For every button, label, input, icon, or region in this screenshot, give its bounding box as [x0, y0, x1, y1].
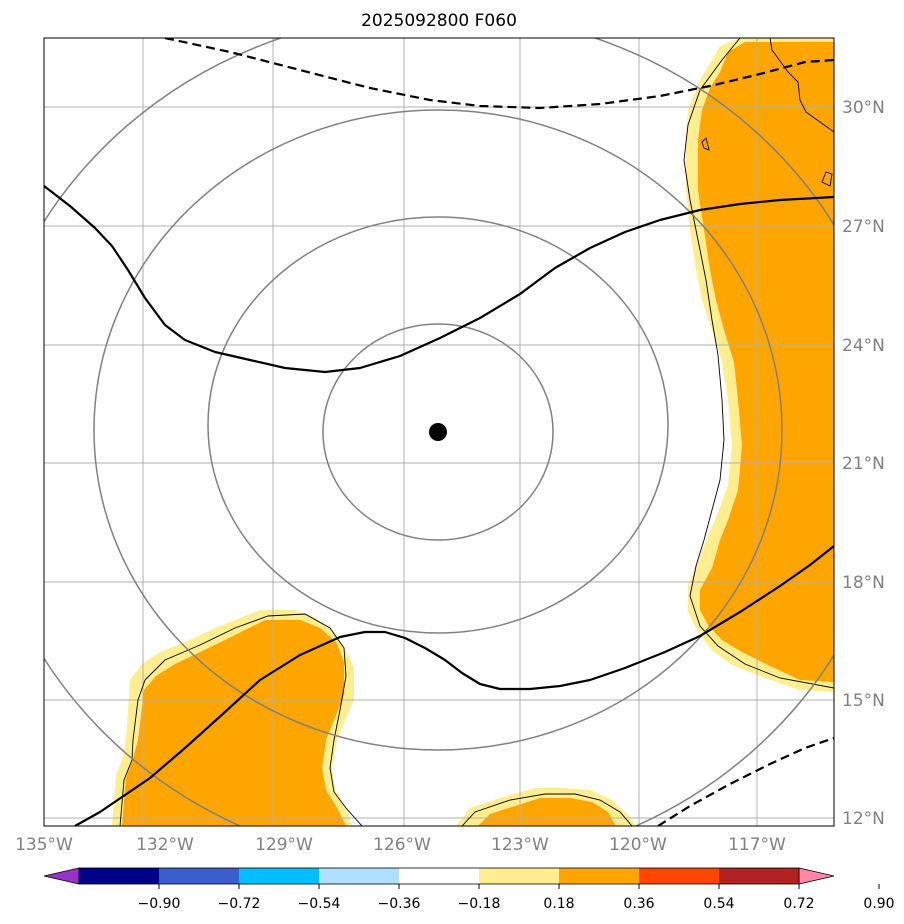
colorbar-tick-label: 0.36: [623, 896, 654, 912]
lat-label: 15°N: [842, 691, 885, 711]
range-ring-2: [207, 216, 669, 634]
lon-label: 129°W: [255, 835, 313, 855]
colorbar-tick-label: 0.72: [783, 896, 814, 912]
colorbar-tick-label: 0.18: [543, 896, 574, 912]
lon-label: 132°W: [136, 835, 194, 855]
anomaly-fill-strong: [122, 42, 834, 826]
colorbar-segment: [479, 868, 560, 884]
colorbar-segment: [319, 868, 400, 884]
lon-label: 135°W: [15, 835, 73, 855]
colorbar-segment: [79, 868, 160, 884]
lat-label: 30°N: [842, 98, 885, 118]
colorbar-frame: [78, 867, 800, 885]
colorbar-tick-label: −0.72: [218, 896, 261, 912]
range-ring-1: [322, 323, 554, 541]
dashed-contours: [164, 38, 834, 826]
storm-center-marker: [429, 423, 447, 441]
colorbar-tick-label: 0.90: [863, 896, 894, 912]
solid-contours: [44, 185, 834, 826]
colorbar: −0.90 −0.72 −0.54 −0.36 −0.18 0.18 0.36 0.54 0.7…: [43, 867, 895, 912]
solid-contour-north: [44, 185, 834, 374]
lon-label: 126°W: [373, 835, 431, 855]
range-rings: [44, 38, 834, 826]
map-content: [44, 38, 834, 826]
colorbar-segment: [559, 868, 640, 884]
colorbar-segment: [639, 868, 720, 884]
map-frame: [43, 37, 835, 827]
range-ring-3: [93, 109, 783, 751]
colorbar-segment: [719, 868, 800, 884]
colorbar-tick-label: −0.36: [378, 896, 421, 912]
coastline: [119, 38, 834, 826]
colorbar-tick-label: −0.90: [138, 896, 181, 912]
colorbar-extend-high: [798, 867, 835, 885]
lat-label: 27°N: [842, 217, 885, 237]
lat-label: 24°N: [842, 336, 885, 356]
dashed-contour-southeast: [657, 736, 834, 826]
solid-contour-south: [74, 545, 834, 826]
lat-label: 18°N: [842, 573, 885, 593]
lon-label: 117°W: [728, 835, 786, 855]
colorbar-segment: [239, 868, 320, 884]
lon-label: 123°W: [491, 835, 549, 855]
latitude-labels: 30°N 27°N 24°N 21°N 18°N 15°N 12°N: [842, 98, 885, 829]
colorbar-segment: [399, 868, 480, 884]
colorbar-tick-label: 0.54: [703, 896, 734, 912]
lat-label: 12°N: [842, 809, 885, 829]
lat-label: 21°N: [842, 454, 885, 474]
dashed-contour-north: [164, 38, 834, 110]
colorbar-tick-label: −0.54: [298, 896, 341, 912]
colorbar-extend-low: [43, 867, 80, 885]
map-title: 2025092800 F060: [361, 11, 517, 31]
longitude-labels: 135°W 132°W 129°W 126°W 123°W 120°W 117°…: [15, 835, 786, 855]
colorbar-tick-label: −0.18: [458, 896, 501, 912]
lon-label: 120°W: [609, 835, 667, 855]
colorbar-segment: [159, 868, 240, 884]
